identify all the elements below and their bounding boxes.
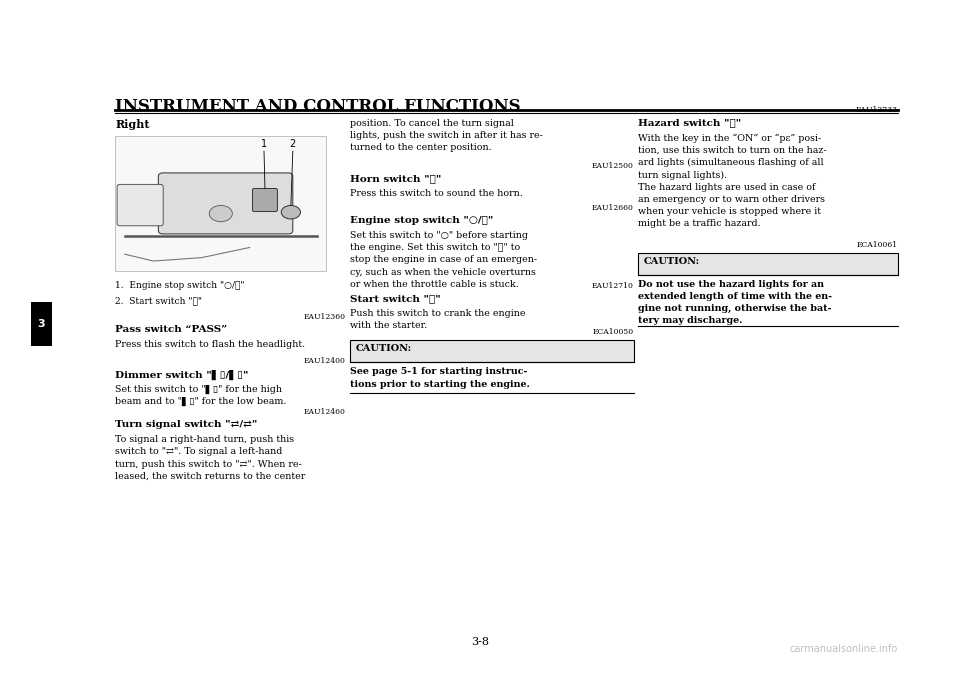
Text: Hazard switch "⚠": Hazard switch "⚠" [638, 119, 742, 127]
Text: carmanualsonline.info: carmanualsonline.info [789, 644, 898, 654]
Text: Do not use the hazard lights for an
extended length of time with the en-
gine no: Do not use the hazard lights for an exte… [638, 280, 832, 325]
FancyBboxPatch shape [158, 173, 293, 234]
Text: EAU12733: EAU12733 [855, 106, 898, 115]
Text: Engine stop switch "○/☒": Engine stop switch "○/☒" [350, 216, 493, 225]
Text: Pass switch “PASS”: Pass switch “PASS” [115, 325, 228, 334]
Bar [350, 340, 634, 362]
Text: Start switch "⓪": Start switch "⓪" [350, 294, 442, 303]
Text: Press this switch to sound the horn.: Press this switch to sound the horn. [350, 189, 523, 198]
Text: EAU12460: EAU12460 [303, 408, 346, 416]
FancyBboxPatch shape [252, 188, 277, 212]
Text: 3-8: 3-8 [471, 637, 489, 647]
FancyBboxPatch shape [117, 184, 163, 226]
Text: EAU12400: EAU12400 [303, 357, 346, 365]
Text: EAU12500: EAU12500 [591, 162, 634, 170]
Text: Right: Right [115, 119, 150, 129]
Bar [115, 136, 326, 271]
Text: ECA10050: ECA10050 [592, 328, 634, 336]
Text: Set this switch to "▌▯" for the high
beam and to "▌▯" for the low beam.: Set this switch to "▌▯" for the high bea… [115, 384, 287, 406]
Circle shape [281, 205, 300, 219]
Text: CAUTION:: CAUTION: [643, 257, 699, 266]
Text: position. To cancel the turn signal
lights, push the switch in after it has re-
: position. To cancel the turn signal ligh… [350, 119, 543, 152]
Text: Dimmer switch "▌▯/▌▯": Dimmer switch "▌▯/▌▯" [115, 370, 249, 380]
Text: INSTRUMENT AND CONTROL FUNCTIONS: INSTRUMENT AND CONTROL FUNCTIONS [115, 98, 521, 115]
Text: EAU12360: EAU12360 [303, 313, 346, 321]
Text: 1.  Engine stop switch "○/☒": 1. Engine stop switch "○/☒" [115, 281, 245, 290]
Text: 3: 3 [37, 319, 45, 329]
Text: Press this switch to flash the headlight.: Press this switch to flash the headlight… [115, 340, 305, 349]
Text: Turn signal switch "⇄/⇄": Turn signal switch "⇄/⇄" [115, 420, 257, 429]
Text: 1: 1 [261, 139, 267, 149]
Text: 2: 2 [290, 139, 296, 149]
Text: Push this switch to crank the engine
with the starter.: Push this switch to crank the engine wit… [350, 309, 526, 330]
Text: EAU12710: EAU12710 [591, 282, 634, 290]
Text: ECA10061: ECA10061 [856, 241, 898, 249]
Bar [638, 253, 898, 275]
Bar [31, 302, 52, 346]
Circle shape [209, 205, 232, 222]
Text: Horn switch "⌚": Horn switch "⌚" [350, 174, 442, 183]
Text: 2.  Start switch "⓪": 2. Start switch "⓪" [115, 296, 203, 305]
Text: CAUTION:: CAUTION: [355, 344, 411, 353]
Text: EAU12660: EAU12660 [591, 204, 634, 212]
Text: To signal a right-hand turn, push this
switch to "⇄". To signal a left-hand
turn: To signal a right-hand turn, push this s… [115, 435, 305, 481]
Text: With the key in the “ON” or “pε” posi-
tion, use this switch to turn on the haz-: With the key in the “ON” or “pε” posi- t… [638, 134, 827, 228]
Text: See page 5-1 for starting instruc-
tions prior to starting the engine.: See page 5-1 for starting instruc- tions… [350, 367, 530, 388]
Text: Set this switch to "○" before starting
the engine. Set this switch to "☒" to
sto: Set this switch to "○" before starting t… [350, 231, 538, 289]
